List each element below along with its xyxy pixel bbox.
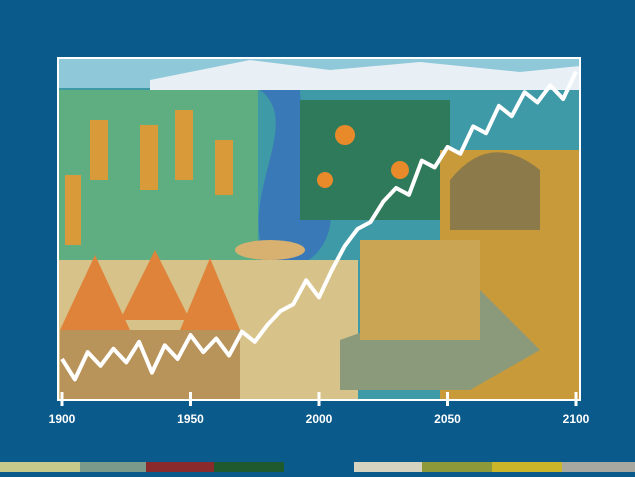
- x-tick-label: 2100: [563, 412, 590, 426]
- data-line: [60, 70, 578, 382]
- x-tick-label: 2050: [434, 412, 461, 426]
- x-tick-label: 1900: [49, 412, 76, 426]
- x-tick-label: 1950: [177, 412, 204, 426]
- x-tick-label: 2000: [306, 412, 333, 426]
- color-strip: [0, 462, 635, 472]
